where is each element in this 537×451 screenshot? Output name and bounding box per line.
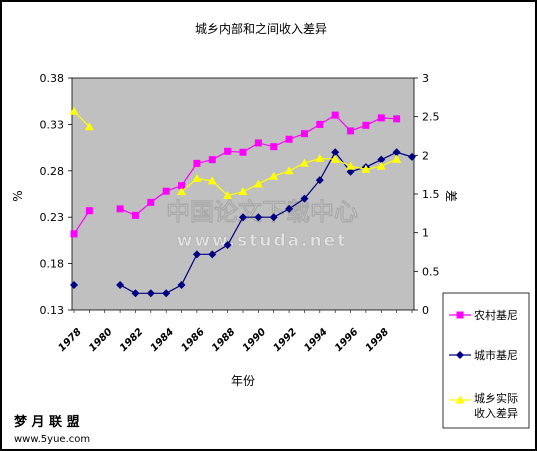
data-point bbox=[269, 213, 278, 222]
y-right-tick-label: 0.5 bbox=[422, 265, 440, 278]
data-point bbox=[146, 289, 155, 298]
data-point bbox=[315, 153, 325, 162]
data-point bbox=[316, 120, 324, 128]
data-point bbox=[377, 155, 386, 164]
data-point bbox=[208, 156, 216, 164]
series-line bbox=[73, 210, 90, 235]
data-point bbox=[253, 179, 263, 188]
data-point bbox=[162, 187, 170, 195]
right-y-axis: 0 0.5 1 1.5 2 2.5 3 bbox=[414, 72, 440, 317]
data-point bbox=[270, 143, 278, 151]
data-point bbox=[331, 111, 339, 119]
series-layer bbox=[69, 106, 416, 298]
y-right-tick-label: 2 bbox=[422, 149, 429, 162]
data-point bbox=[69, 106, 79, 115]
y-right-tick-label: 1.5 bbox=[422, 188, 440, 201]
data-point bbox=[239, 148, 247, 156]
data-point bbox=[147, 198, 155, 206]
data-point bbox=[178, 182, 186, 190]
data-point bbox=[284, 166, 294, 175]
y-right-tick-label: 2.5 bbox=[422, 111, 440, 124]
watermark-5yue-cn: 梦 月 联 盟 bbox=[14, 414, 80, 430]
data-point bbox=[285, 204, 294, 213]
legend-marker bbox=[456, 311, 464, 319]
y-left-tick-label: 0.13 bbox=[40, 304, 65, 317]
data-point bbox=[192, 250, 201, 259]
x-axis-title: 年份 bbox=[231, 374, 255, 388]
watermark-studa-cn: 中国论文下载中心 bbox=[166, 198, 358, 226]
data-point bbox=[85, 207, 93, 215]
watermark-5yue-url: www.5yue.com bbox=[14, 434, 90, 445]
series-2 bbox=[69, 106, 402, 200]
y-right-axis-title: 差 bbox=[444, 190, 458, 202]
left-y-axis: 0.13 0.18 0.23 0.28 0.33 0.38 bbox=[40, 72, 72, 317]
data-point bbox=[315, 176, 324, 185]
y-left-tick-label: 0.28 bbox=[40, 165, 65, 178]
data-point bbox=[208, 250, 217, 259]
y-left-axis-title: % bbox=[11, 190, 25, 201]
data-point bbox=[300, 130, 308, 138]
legend-label: 城乡实际 bbox=[474, 391, 518, 405]
series-0 bbox=[70, 111, 401, 238]
data-point bbox=[224, 147, 232, 155]
data-point bbox=[393, 115, 401, 123]
legend-label: 农村基尼 bbox=[474, 308, 518, 322]
data-point bbox=[162, 289, 171, 298]
y-right-tick-label: 1 bbox=[422, 227, 429, 240]
data-point bbox=[192, 174, 202, 183]
legend-label: 城市基尼 bbox=[474, 348, 518, 362]
data-point bbox=[361, 164, 371, 173]
y-left-tick-label: 0.33 bbox=[40, 118, 65, 131]
data-point bbox=[177, 187, 187, 196]
data-point bbox=[239, 213, 247, 222]
data-point bbox=[177, 280, 186, 289]
data-point bbox=[223, 241, 232, 250]
legend-marker bbox=[456, 351, 464, 359]
data-point bbox=[70, 280, 78, 289]
y-left-tick-label: 0.23 bbox=[40, 211, 65, 224]
y-right-tick-label: 3 bbox=[422, 72, 429, 85]
data-point bbox=[238, 187, 248, 196]
data-point bbox=[392, 154, 402, 163]
data-point bbox=[408, 152, 416, 161]
data-point bbox=[330, 154, 340, 163]
chart-title: 城乡内部和之间收入差异 bbox=[195, 21, 327, 36]
data-point bbox=[362, 121, 370, 129]
legend-marker bbox=[455, 395, 465, 404]
data-point bbox=[299, 158, 309, 167]
data-point bbox=[70, 230, 78, 238]
y-left-tick-label: 0.18 bbox=[40, 258, 65, 271]
data-point bbox=[131, 211, 139, 219]
data-point bbox=[346, 167, 355, 176]
data-point bbox=[392, 148, 401, 157]
data-point bbox=[131, 289, 140, 298]
data-point bbox=[300, 194, 309, 203]
data-point bbox=[84, 122, 94, 131]
data-point bbox=[376, 161, 386, 170]
data-point bbox=[116, 205, 124, 213]
y-right-tick-label: 0 bbox=[422, 304, 429, 317]
data-point bbox=[285, 135, 293, 143]
data-point bbox=[347, 127, 355, 135]
data-point bbox=[116, 280, 125, 289]
data-point bbox=[346, 161, 356, 170]
watermark-studa: 中国论文下载中心 www.studa.net bbox=[166, 198, 359, 252]
data-point bbox=[377, 114, 385, 122]
data-point bbox=[269, 171, 279, 180]
legend-label: 收入差异 bbox=[474, 406, 518, 420]
data-point bbox=[254, 139, 262, 147]
data-point bbox=[193, 159, 201, 167]
data-point bbox=[254, 213, 263, 222]
data-point bbox=[207, 176, 217, 185]
y-left-tick-label: 0.38 bbox=[40, 72, 65, 85]
data-point bbox=[223, 191, 233, 200]
watermark-studa-url: www.studa.net bbox=[177, 231, 348, 251]
data-point bbox=[331, 148, 340, 157]
